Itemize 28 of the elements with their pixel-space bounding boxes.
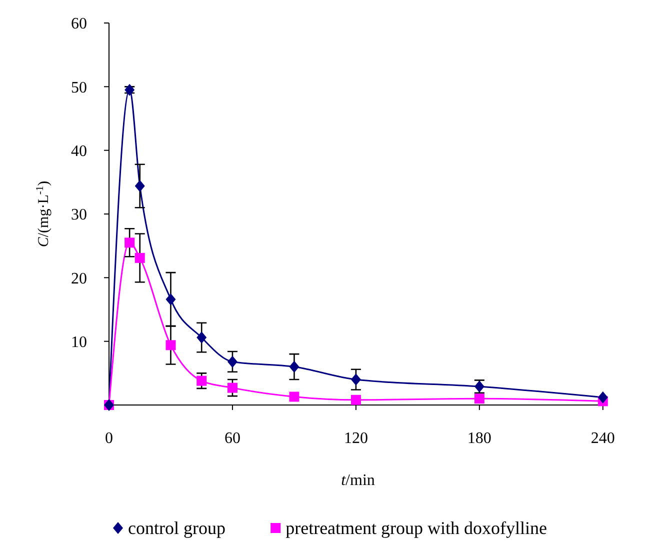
point (166, 340, 176, 350)
x-tick-label: 180 (467, 430, 492, 447)
x-tick-label: 120 (344, 430, 368, 447)
legend-label: pretreatment group with doxofylline (286, 518, 548, 538)
point (124, 84, 136, 96)
point (134, 252, 145, 263)
point (227, 356, 238, 368)
x-tick-label: 0 (105, 430, 113, 447)
point (598, 391, 608, 404)
point (289, 360, 300, 373)
x-axis-title: t/min (341, 472, 375, 489)
y-tick-label: 30 (71, 206, 87, 224)
x-tick-label: 240 (590, 430, 615, 447)
point (350, 394, 361, 405)
point (196, 332, 207, 344)
legend-label: control group (128, 518, 226, 538)
point (124, 238, 135, 248)
y-tick-label: 40 (71, 142, 87, 160)
y-tick-label: 20 (71, 270, 87, 288)
point (134, 180, 145, 192)
point (350, 374, 361, 386)
point (289, 392, 300, 402)
y-tick-label: 10 (71, 334, 87, 351)
x-tick-label: 60 (224, 430, 240, 447)
y-tick-label: 50 (71, 79, 87, 96)
point (166, 293, 176, 306)
point (474, 394, 484, 404)
y-tick-label: 60 (71, 16, 87, 33)
